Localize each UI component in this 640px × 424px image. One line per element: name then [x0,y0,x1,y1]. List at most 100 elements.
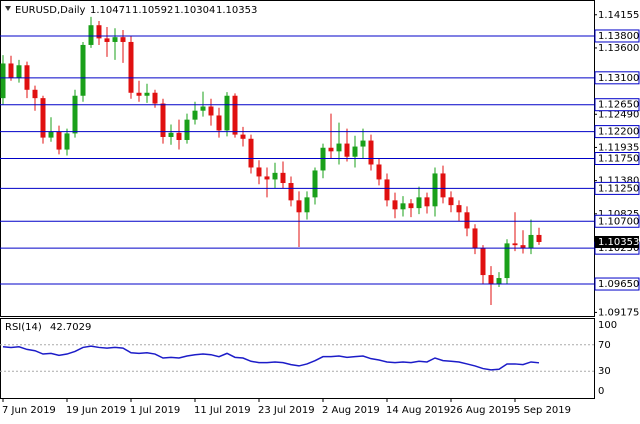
level-label: 1.11250 [598,183,639,194]
candle-body [248,138,254,168]
level-label-box [594,277,640,291]
candle-body [104,38,110,42]
candle-body [72,95,78,134]
level-label: 1.09650 [598,279,639,290]
candle-body [88,25,94,45]
candle-body [280,172,286,184]
candle-body [176,132,182,140]
candle-body [312,170,318,198]
candle-body [472,228,478,249]
candle-body [144,92,150,96]
y-tick-label: 1.14155 [598,10,639,21]
header-open: 1.10471 [90,5,131,16]
x-tick-label: 26 Aug 2019 [450,405,514,416]
level-label-box [594,181,640,195]
rsi-value: 42.7029 [50,322,91,333]
level-label: 1.12200 [598,127,639,138]
candle-body [368,140,374,165]
symbol-icon [5,6,11,11]
y-tick-label: 1.09175 [598,307,639,318]
y-tick-label: 1.12490 [598,109,639,120]
level-label-box [594,71,640,85]
candle-body [360,140,366,147]
y-tick-label: 1.11935 [598,142,639,153]
candle-body [120,37,126,42]
level-label-box [594,98,640,112]
candle-body [272,172,278,180]
candle-body [288,183,294,201]
candle-body [304,197,310,213]
rsi-name: RSI(14) [5,322,42,333]
candle-body [240,134,246,139]
candle-body [8,63,14,78]
x-tick-label: 5 Sep 2019 [514,405,571,416]
candle-body [256,167,262,177]
y-tick-label: 1.13600 [598,43,639,54]
rsi-tick-label: 30 [598,366,611,377]
candle-body [440,173,446,198]
x-tick-label: 11 Jul 2019 [194,405,251,416]
candle-body [232,95,238,135]
x-tick-label: 23 Jul 2019 [258,405,315,416]
candle-body [136,92,142,96]
candle-body [56,131,62,150]
header-high: 1.10592 [132,5,173,16]
level-label: 1.10250 [598,243,639,254]
candle-body [160,103,166,137]
candle-body [448,197,454,206]
candle-body [536,234,542,243]
x-tick-label: 2 Aug 2019 [322,405,380,416]
x-tick-label: 1 Jul 2019 [130,405,180,416]
candle-body [328,147,334,152]
candle-body [432,173,438,207]
header-low: 1.10304 [174,5,215,16]
candle-body [64,133,70,150]
candle-body [16,65,22,78]
candle-body [464,212,470,229]
chart-title: EURUSD,Daily [15,5,86,16]
level-label-box [594,125,640,139]
candle-body [264,176,270,180]
level-label-box [594,152,640,166]
rsi-tick-label: 70 [598,340,611,351]
candle-body [32,89,38,99]
rsi-panel [0,318,595,399]
candle-body [424,197,430,207]
level-label-box [594,214,640,228]
candle-body [528,234,534,249]
candle-body [376,164,382,180]
candle-body [40,98,46,138]
level-label: 1.12650 [598,100,639,111]
level-label: 1.10700 [598,216,639,227]
y-tick-label: 1.11380 [598,176,639,187]
price-label-box [595,236,639,249]
candle-body [520,245,526,249]
candle-body [496,278,502,285]
rsi-tick-label: 100 [598,320,617,331]
x-tick-label: 19 Jun 2019 [66,405,126,416]
candle-body [480,248,486,276]
candle-body [0,63,6,99]
header-close: 1.10353 [216,5,257,16]
price-label: 1.10353 [598,237,639,248]
candle-body [192,110,198,120]
candle-body [504,243,510,279]
candle-body [224,95,230,131]
x-tick-label: 14 Aug 2019 [386,405,450,416]
candle-body [384,179,390,201]
candle-body [296,200,302,213]
level-label: 1.11750 [598,154,639,165]
rsi-line [2,345,540,371]
candle-body [512,243,518,246]
candle-body [48,131,54,138]
x-tick-label: 7 Jun 2019 [2,405,56,416]
level-label: 1.13100 [598,73,639,84]
candle-body [152,92,158,104]
level-label: 1.13800 [598,31,639,42]
candle-body [488,275,494,285]
candle-body [128,41,134,93]
candle-body [80,44,86,96]
candle-body [344,143,350,157]
y-tick-label: 1.10825 [598,209,639,220]
